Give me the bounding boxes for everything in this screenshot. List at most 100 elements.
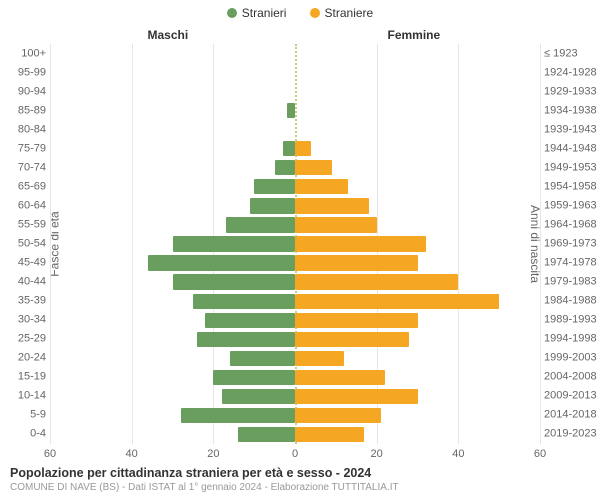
bar-female <box>295 274 458 289</box>
pyramid-row: 65-691954-1958 <box>50 177 540 196</box>
legend: Stranieri Straniere <box>0 6 600 21</box>
birth-year-label: 1944-1948 <box>540 143 597 154</box>
birth-year-label: 1929-1933 <box>540 86 597 97</box>
pyramid-row: 95-991924-1928 <box>50 63 540 82</box>
age-label: 25-29 <box>18 334 50 345</box>
x-tick: 60 <box>44 448 56 460</box>
bar-male <box>193 294 295 309</box>
bar-female <box>295 294 499 309</box>
x-tick: 40 <box>126 448 138 460</box>
birth-year-label: 1939-1943 <box>540 124 597 135</box>
pyramid-row: 15-192004-2008 <box>50 368 540 387</box>
bar-male <box>226 217 295 232</box>
age-label: 20-24 <box>18 353 50 364</box>
bar-female <box>295 198 369 213</box>
bar-female <box>295 160 332 175</box>
legend-item-male: Stranieri <box>227 6 287 20</box>
pyramid-row: 0-42019-2023 <box>50 425 540 444</box>
bar-female <box>295 217 377 232</box>
pyramid-row: 50-541969-1973 <box>50 234 540 253</box>
pyramid-row: 25-291994-1998 <box>50 330 540 349</box>
bar-female <box>295 389 418 404</box>
bar-female <box>295 236 426 251</box>
birth-year-label: 2009-2013 <box>540 391 597 402</box>
pyramid-chart: Stranieri Straniere Maschi Femmine Fasce… <box>0 0 600 500</box>
age-label: 80-84 <box>18 124 50 135</box>
pyramid-row: 55-591964-1968 <box>50 215 540 234</box>
bar-male <box>148 255 295 270</box>
bar-female <box>295 408 381 423</box>
birth-year-label: 1994-1998 <box>540 334 597 345</box>
bar-male <box>181 408 295 423</box>
x-tick: 0 <box>292 448 298 460</box>
x-tick: 40 <box>452 448 464 460</box>
plot-area: Fasce di età Anni di nascita 100+≤ 19239… <box>50 44 540 444</box>
chart-title: Popolazione per cittadinanza straniera p… <box>10 466 590 482</box>
bar-male <box>213 370 295 385</box>
bar-female <box>295 351 344 366</box>
pyramid-row: 30-341989-1993 <box>50 311 540 330</box>
legend-label-female: Straniere <box>325 6 374 20</box>
bar-female <box>295 427 364 442</box>
age-label: 100+ <box>21 48 50 59</box>
age-label: 60-64 <box>18 200 50 211</box>
pyramid-row: 35-391984-1988 <box>50 292 540 311</box>
age-label: 35-39 <box>18 296 50 307</box>
pyramid-row: 80-841939-1943 <box>50 120 540 139</box>
age-label: 55-59 <box>18 219 50 230</box>
birth-year-label: 2004-2008 <box>540 372 597 383</box>
bar-male <box>254 179 295 194</box>
bar-male <box>197 332 295 347</box>
birth-year-label: 1934-1938 <box>540 105 597 116</box>
legend-label-male: Stranieri <box>242 6 287 20</box>
bar-male <box>173 236 296 251</box>
birth-year-label: ≤ 1923 <box>540 48 578 59</box>
birth-year-label: 1979-1983 <box>540 277 597 288</box>
age-label: 70-74 <box>18 162 50 173</box>
column-title-left: Maschi <box>148 28 189 42</box>
birth-year-label: 1924-1928 <box>540 67 597 78</box>
pyramid-row: 85-891934-1938 <box>50 101 540 120</box>
bar-male <box>230 351 295 366</box>
birth-year-label: 1959-1963 <box>540 200 597 211</box>
pyramid-row: 70-741949-1953 <box>50 158 540 177</box>
bar-male <box>283 141 295 156</box>
birth-year-label: 1949-1953 <box>540 162 597 173</box>
x-tick: 20 <box>207 448 219 460</box>
bar-male <box>287 103 295 118</box>
bar-male <box>173 274 296 289</box>
bar-female <box>295 179 348 194</box>
bar-female <box>295 141 311 156</box>
age-label: 90-94 <box>18 86 50 97</box>
age-label: 65-69 <box>18 181 50 192</box>
pyramid-row: 20-241999-2003 <box>50 349 540 368</box>
age-label: 0-4 <box>30 429 50 440</box>
age-label: 95-99 <box>18 67 50 78</box>
bar-male <box>222 389 296 404</box>
x-tick: 60 <box>534 448 546 460</box>
birth-year-label: 1999-2003 <box>540 353 597 364</box>
bar-male <box>275 160 295 175</box>
bar-female <box>295 370 385 385</box>
pyramid-row: 90-941929-1933 <box>50 82 540 101</box>
age-label: 75-79 <box>18 143 50 154</box>
age-label: 40-44 <box>18 277 50 288</box>
legend-swatch-female <box>310 8 320 18</box>
legend-item-female: Straniere <box>310 6 374 20</box>
birth-year-label: 1969-1973 <box>540 238 597 249</box>
bar-female <box>295 313 418 328</box>
pyramid-row: 40-441979-1983 <box>50 273 540 292</box>
birth-year-label: 1964-1968 <box>540 219 597 230</box>
birth-year-label: 1954-1958 <box>540 181 597 192</box>
age-label: 30-34 <box>18 315 50 326</box>
birth-year-label: 1974-1978 <box>540 258 597 269</box>
pyramid-row: 5-92014-2018 <box>50 406 540 425</box>
pyramid-row: 75-791944-1948 <box>50 139 540 158</box>
pyramid-row: 10-142009-2013 <box>50 387 540 406</box>
birth-year-label: 1989-1993 <box>540 315 597 326</box>
bar-female <box>295 332 409 347</box>
pyramid-row: 100+≤ 1923 <box>50 44 540 63</box>
bar-male <box>250 198 295 213</box>
birth-year-label: 1984-1988 <box>540 296 597 307</box>
pyramid-row: 45-491974-1978 <box>50 254 540 273</box>
